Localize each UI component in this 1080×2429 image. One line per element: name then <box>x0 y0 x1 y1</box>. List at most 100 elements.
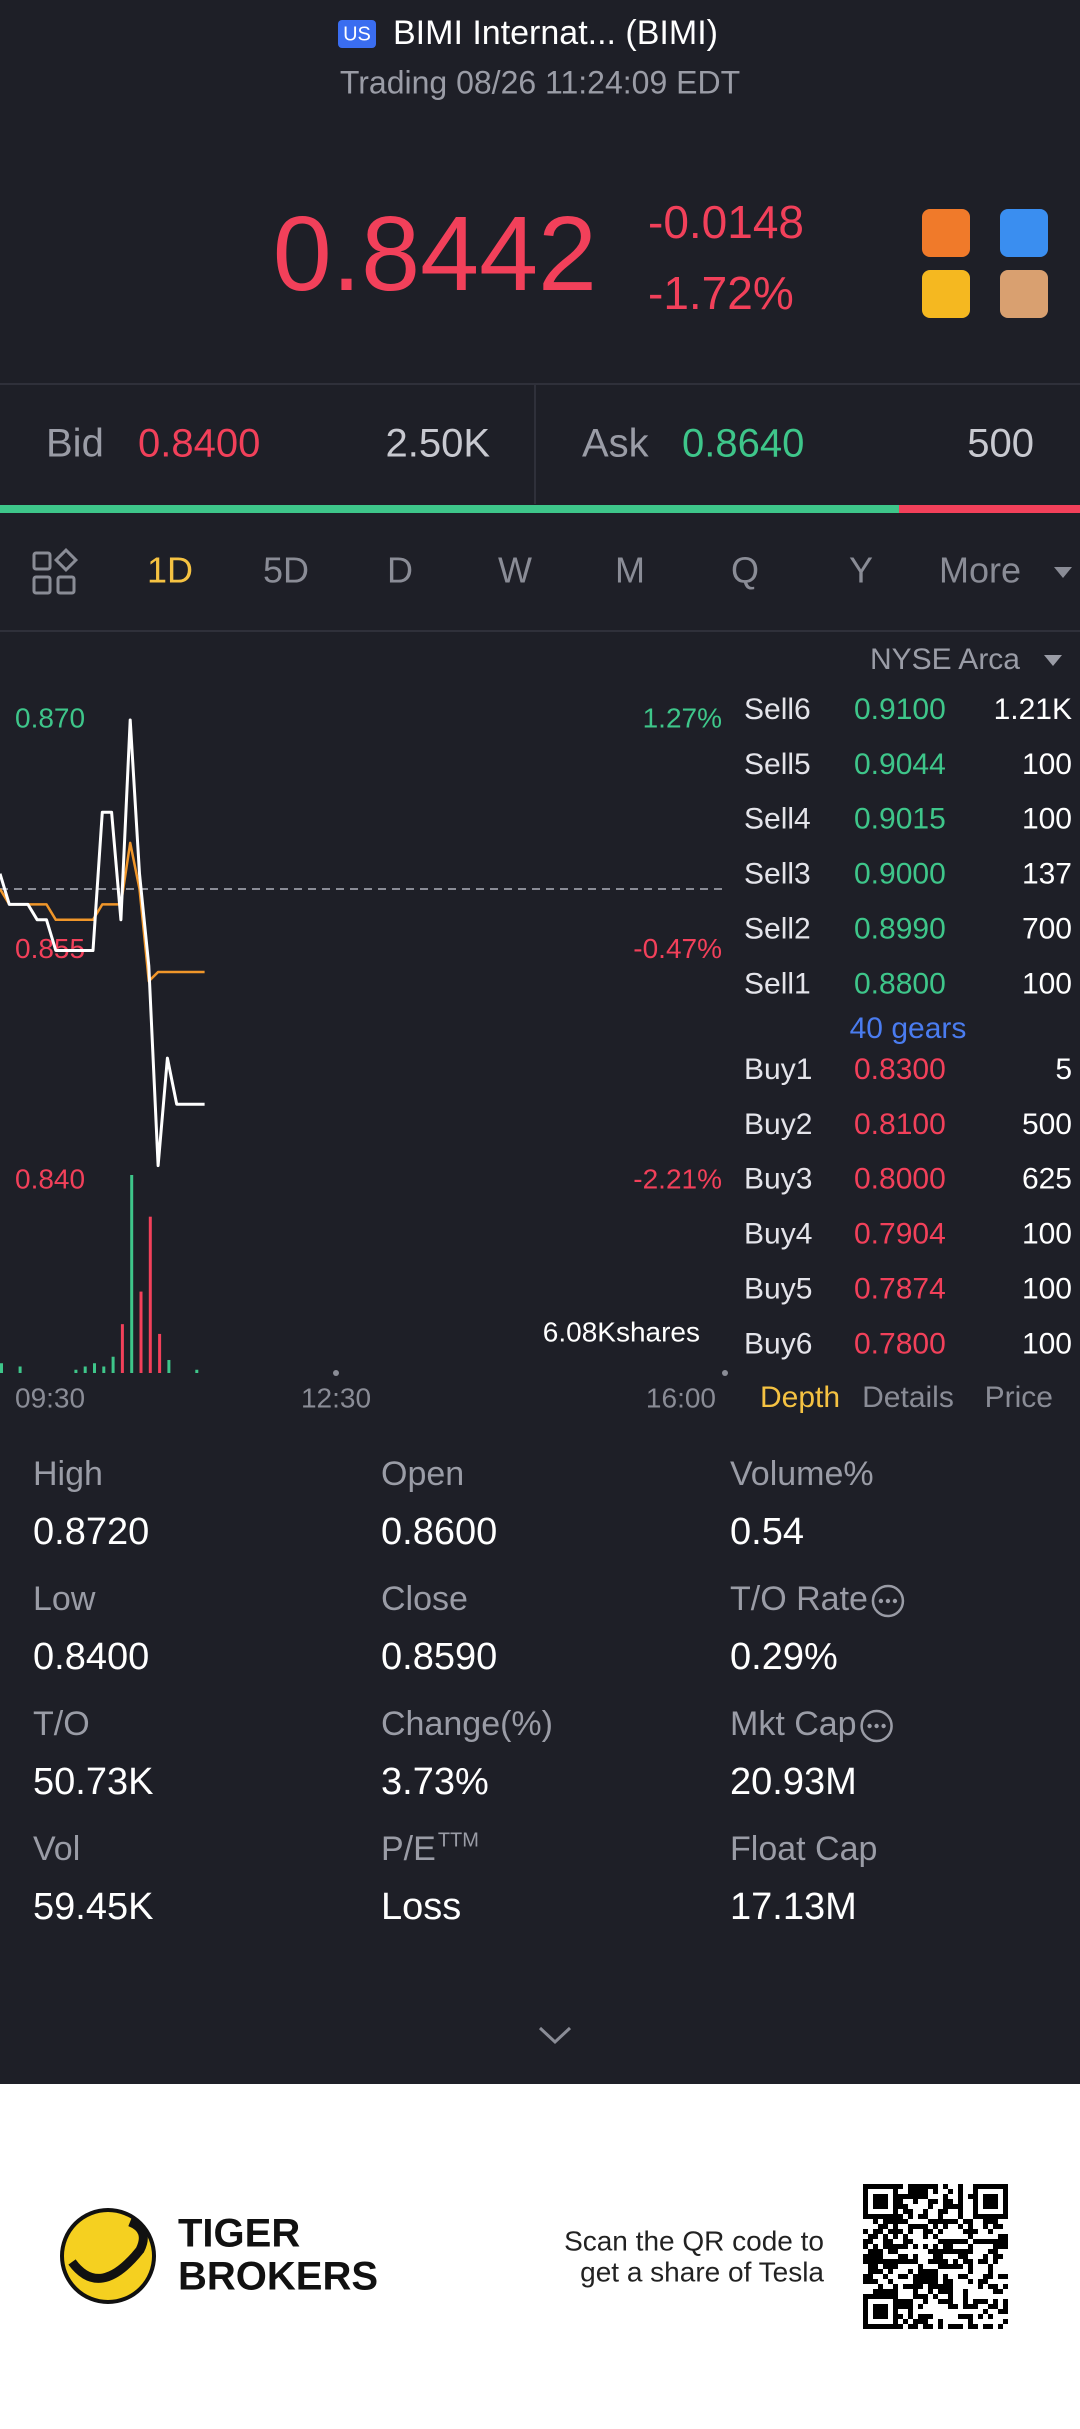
qr-module <box>958 2264 963 2269</box>
more-arrow[interactable] <box>1054 567 1072 578</box>
tab[interactable]: Y <box>849 550 873 591</box>
qr-module <box>863 2294 868 2299</box>
qr-module <box>943 2264 948 2269</box>
qr-module <box>1003 2194 1008 2199</box>
tab[interactable]: W <box>498 550 532 591</box>
book-tab[interactable]: Price <box>985 1381 1053 1414</box>
qr-module <box>883 2204 888 2209</box>
qr-module <box>903 2254 908 2259</box>
feature-icons[interactable] <box>922 209 1048 318</box>
qr-module <box>918 2279 923 2284</box>
qr-module <box>998 2274 1003 2279</box>
qr-module <box>878 2199 883 2204</box>
info-icon[interactable] <box>871 1584 905 1618</box>
tab[interactable]: 1D <box>147 550 193 591</box>
book-price: 0.8100 <box>854 1108 946 1141</box>
stat-value: 20.93M <box>730 1761 857 1803</box>
qr-module <box>908 2299 913 2304</box>
qr-module <box>913 2259 918 2264</box>
expand-chevron[interactable] <box>538 2026 572 2045</box>
qr-module <box>923 2214 928 2219</box>
info-icon[interactable] <box>860 1709 893 1743</box>
volume-bar <box>83 1366 87 1373</box>
qr-module <box>933 2279 938 2284</box>
layout-icon[interactable] <box>32 547 79 595</box>
tab[interactable]: Q <box>731 550 759 591</box>
qr-module <box>893 2264 898 2269</box>
qr-module <box>968 2259 973 2264</box>
qr-module <box>998 2324 1003 2329</box>
y-tick-label: 0.855 <box>15 933 85 964</box>
volume-bar <box>148 1216 152 1373</box>
qr-module <box>898 2314 903 2319</box>
icon[interactable] <box>922 270 970 318</box>
qr-module <box>968 2319 973 2324</box>
qr-module <box>938 2284 943 2289</box>
qr-module <box>898 2304 903 2309</box>
icon[interactable] <box>1000 209 1048 257</box>
qr-module <box>888 2244 893 2249</box>
tab[interactable]: 5D <box>263 550 309 591</box>
icon[interactable] <box>922 209 970 257</box>
book-tab[interactable]: Details <box>862 1381 954 1414</box>
qr-module <box>993 2199 998 2204</box>
x-tick-label: 12:30 <box>301 1382 371 1413</box>
volume-bar <box>111 1356 115 1373</box>
qr-module <box>1003 2244 1008 2249</box>
background <box>0 0 1080 2084</box>
stat-value: 0.8600 <box>381 1511 497 1553</box>
book-label: Buy2 <box>744 1108 812 1141</box>
qr-module <box>988 2304 993 2309</box>
qr-module <box>938 2214 943 2219</box>
qr-module <box>888 2289 893 2294</box>
qr-module <box>933 2224 938 2229</box>
qr-module <box>983 2199 988 2204</box>
qr-module <box>863 2314 868 2319</box>
gears[interactable]: 40 gears <box>850 1012 967 1045</box>
book-tab[interactable]: Depth <box>760 1381 840 1414</box>
qr-module <box>863 2304 868 2309</box>
qr-module <box>918 2214 923 2219</box>
qr-module <box>953 2324 958 2329</box>
qr-module <box>998 2254 1003 2259</box>
qr-module <box>863 2324 868 2329</box>
qr-module <box>878 2284 883 2289</box>
qr-module <box>908 2259 913 2264</box>
qr-module <box>963 2314 968 2319</box>
qr-module <box>888 2269 893 2274</box>
qr-module <box>983 2309 988 2314</box>
icon[interactable] <box>1000 270 1048 318</box>
x-tick-label: 09:30 <box>15 1382 85 1413</box>
qr-module <box>973 2324 978 2329</box>
qr-module <box>1003 2239 1008 2244</box>
stat-value: 0.8720 <box>33 1511 149 1553</box>
qr-module <box>938 2229 943 2234</box>
qr-module <box>863 2254 868 2259</box>
exchange-arrow[interactable] <box>1044 655 1062 666</box>
qr-module <box>983 2274 988 2279</box>
qr-module <box>963 2274 968 2279</box>
qr-module <box>958 2324 963 2329</box>
qr-module <box>928 2324 933 2329</box>
qr-module <box>963 2299 968 2304</box>
qr-module <box>908 2324 913 2329</box>
qr-module <box>928 2314 933 2319</box>
book-price: 0.9100 <box>854 693 946 726</box>
qr-module <box>983 2324 988 2329</box>
qr-module <box>918 2284 923 2289</box>
stat-value: 0.54 <box>730 1511 804 1553</box>
qr-module <box>908 2304 913 2309</box>
info-dot <box>892 1598 898 1604</box>
qr-module <box>893 2304 898 2309</box>
tab[interactable]: M <box>615 550 645 591</box>
bid-bar <box>0 505 899 513</box>
exchange[interactable]: NYSE Arca <box>870 643 1020 676</box>
tab[interactable]: D <box>387 550 413 591</box>
qr-module <box>948 2279 953 2284</box>
qr-module <box>983 2254 988 2259</box>
qr-module <box>1003 2214 1008 2219</box>
book-size: 1.21K <box>994 693 1072 726</box>
tab[interactable]: More <box>939 550 1021 591</box>
qr-module <box>908 2229 913 2234</box>
qr-module <box>973 2304 978 2309</box>
